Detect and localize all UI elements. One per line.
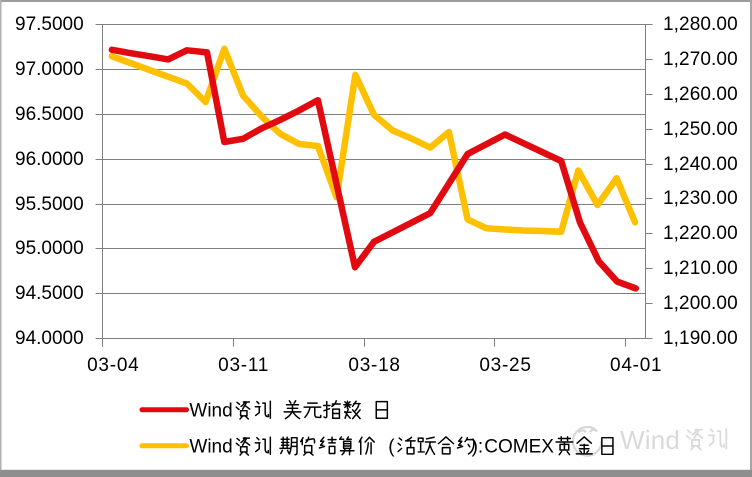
svg-text:1,190.00: 1,190.00 <box>663 328 738 349</box>
svg-text:96.0000: 96.0000 <box>15 149 84 170</box>
svg-text:(: ( <box>388 437 395 458</box>
svg-text:94.5000: 94.5000 <box>15 283 84 304</box>
svg-text:1,260.00: 1,260.00 <box>663 84 738 105</box>
svg-text:94.0000: 94.0000 <box>15 328 84 349</box>
svg-text:Wind: Wind <box>189 437 232 458</box>
svg-text:95.5000: 95.5000 <box>15 194 84 215</box>
svg-text:96.5000: 96.5000 <box>15 104 84 125</box>
svg-text:03-18: 03-18 <box>348 355 400 376</box>
svg-text:03-25: 03-25 <box>479 355 531 376</box>
svg-text:97.5000: 97.5000 <box>15 14 84 35</box>
svg-text:1,210.00: 1,210.00 <box>663 258 738 279</box>
svg-text:03-11: 03-11 <box>218 355 269 376</box>
svg-text:03-04: 03-04 <box>87 355 139 376</box>
svg-text:):: ): <box>472 437 484 458</box>
svg-text:1,230.00: 1,230.00 <box>663 188 738 209</box>
svg-text:Wind: Wind <box>620 425 680 455</box>
svg-text:97.0000: 97.0000 <box>15 59 84 80</box>
svg-text:1,280.00: 1,280.00 <box>663 14 738 35</box>
svg-text:95.0000: 95.0000 <box>15 238 84 259</box>
svg-text:COMEX: COMEX <box>484 437 554 458</box>
svg-text:1,200.00: 1,200.00 <box>663 293 738 314</box>
svg-text:1,220.00: 1,220.00 <box>663 223 738 244</box>
svg-text:Wind: Wind <box>189 400 232 421</box>
svg-text:1,240.00: 1,240.00 <box>663 154 738 175</box>
svg-text:04-01: 04-01 <box>610 355 662 376</box>
svg-text:1,250.00: 1,250.00 <box>663 119 738 140</box>
svg-text:1,270.00: 1,270.00 <box>663 49 738 70</box>
